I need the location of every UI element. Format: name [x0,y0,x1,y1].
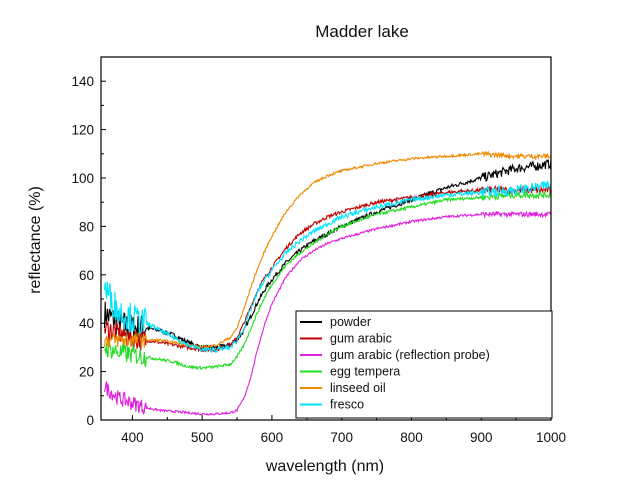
series-line [103,150,551,350]
series-line [103,184,551,354]
y-tick-label: 60 [79,268,94,283]
legend: powder gum arabic gum arabic (reflection p… [295,310,553,419]
plot-frame [100,56,552,421]
y-tick-label: 100 [71,171,94,186]
x-tick-label: 600 [261,430,284,445]
chart-title: Madder lake [315,22,409,41]
x-axis-label: wavelength (nm) [265,458,384,475]
legend-label: fresco [330,398,364,412]
x-tick-label: 800 [400,430,423,445]
y-tick-label: 20 [79,365,94,380]
series-line [103,210,551,416]
y-tick-label: 120 [71,123,94,138]
legend-label: linseed oil [330,381,386,395]
x-tick-label: 900 [470,430,493,445]
legend-box [295,310,553,419]
series-line [104,190,551,370]
x-tick-label: 700 [330,430,353,445]
x-tick-label: 1000 [536,430,566,445]
y-tick-label: 140 [71,74,94,89]
x-tick-label: 400 [121,430,144,445]
legend-label: egg tempera [330,365,400,379]
ticks-layer: 400 500 600 700 800 900 1000 0 20 40 60 80 100 120 140 [71,74,566,445]
y-tick-label: 40 [79,316,94,331]
legend-label: powder [330,315,371,329]
y-tick-label: 0 [86,413,94,428]
series-line [103,158,551,350]
y-axis-label: reflectance (%) [27,186,44,294]
legend-label: gum arabic (reflection probe) [330,348,490,362]
series-line [103,180,551,354]
legend-label: gum arabic [330,332,392,346]
series-layer [103,150,551,416]
y-tick-label: 80 [79,219,94,234]
x-tick-label: 500 [191,430,214,445]
